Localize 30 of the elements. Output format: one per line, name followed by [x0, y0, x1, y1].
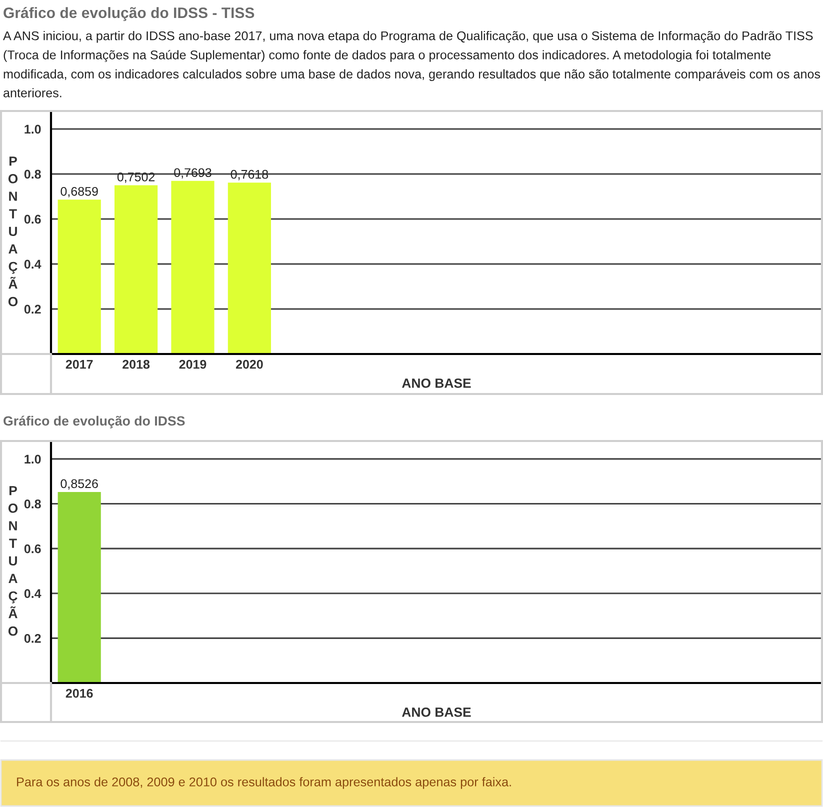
y-tick-label: 0.4	[24, 589, 42, 598]
x-axis-title: ANO BASE	[402, 378, 471, 388]
text: PONTUAÇÃO	[8, 486, 18, 636]
chart-title: Gráfico de evolução do IDSS - TISS	[4, 6, 254, 22]
data-label: 0,8526	[60, 479, 98, 490]
x-tick-label: 2019	[179, 360, 206, 369]
bar	[228, 182, 271, 354]
data-label: 0,7502	[117, 172, 155, 183]
bar	[171, 180, 214, 354]
y-tick-label: 0.6	[24, 544, 41, 554]
x-tick-label: 2018	[122, 360, 150, 369]
bar	[114, 185, 158, 354]
bar	[58, 200, 101, 354]
y-tick-label: 0.6	[24, 214, 41, 224]
x-axis-title: ANO BASE	[402, 708, 471, 717]
x-tick-label: 2017	[66, 360, 93, 369]
y-tick-label: 0.2	[24, 634, 41, 643]
text: Para os anos de 2008, 2009 e 2010 os resultados foram apresentados apenas por faixa.	[17, 777, 511, 789]
chart-title: Gráfico de evolução do IDSS	[4, 416, 185, 428]
y-tick-label: 1.0	[24, 124, 41, 134]
y-tick-label: 0.4	[24, 260, 42, 269]
y-tick-label: 0.8	[24, 170, 41, 179]
x-tick-label: 2020	[236, 360, 263, 369]
y-tick-label: 0.2	[24, 304, 41, 314]
y-tick-label: 1.0	[24, 454, 41, 464]
y-tick-label: 0.8	[24, 500, 41, 508]
x-tick-label: 2016	[66, 688, 93, 698]
chart-subtitle: A ANS iniciou, a partir do IDSS ano-base 2017, uma nova etapa do Programa de Qualificação, que usa o Sistema de Informação do Padrão TISS (Troca de Informações na Saúde Suplementar) como fonte de dados para o processamento dos indicadores. A metodologia foi totalmente modificada, com os indicadores calculados sobre uma base de dados nova, gerando resultados que não são totalmente comparáveis com os anos anteriores.	[3, 31, 820, 98]
data-label: 0,6859	[60, 186, 98, 198]
text: PONTUAÇÃO	[8, 156, 18, 306]
